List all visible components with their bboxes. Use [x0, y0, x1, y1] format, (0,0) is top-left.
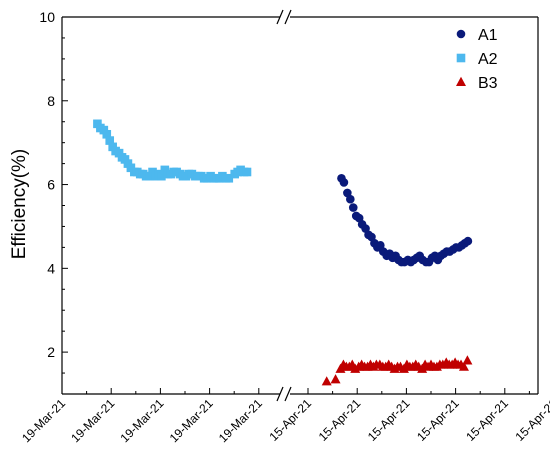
x-tick-label: 19-Mar-21: [68, 396, 117, 445]
legend-label-b3: B3: [478, 75, 498, 92]
legend-label-a1: A1: [478, 27, 498, 44]
x-axis: 19-Mar-21 19-Mar-21 19-Mar-21 19-Mar-21 19-M…: [19, 388, 550, 445]
data-point-a2: [157, 171, 166, 181]
y-axis: 2 4 6 8 10: [39, 9, 68, 374]
data-point-a2: [105, 136, 115, 145]
x-tick-label: 15-Apr-21: [463, 396, 511, 444]
data-series: [93, 119, 473, 386]
data-point-b3: [458, 361, 469, 371]
data-point-a1: [463, 236, 473, 246]
plot-frame: [61, 9, 539, 402]
x-tick-label: 15-Apr-21: [414, 396, 462, 444]
x-tick-label: 19-Mar-21: [167, 396, 216, 445]
axis-break-mark: [284, 9, 292, 25]
data-point-a2: [102, 129, 112, 139]
data-point-a2: [224, 173, 234, 183]
y-tick-label: 8: [47, 93, 55, 109]
legend-label-a2: A2: [478, 51, 498, 68]
series-a1: [337, 173, 473, 267]
series-b3: [321, 355, 473, 386]
axis-break-mark: [284, 386, 292, 402]
x-tick-label: 15-Apr-21: [365, 396, 413, 444]
x-tick-label: 19-Mar-21: [19, 396, 68, 445]
data-point-b3: [321, 376, 332, 386]
x-tick-label: 15-Apr-21: [512, 396, 550, 444]
data-point-a1: [339, 178, 349, 187]
data-point-a1: [348, 203, 358, 212]
y-tick-label: 4: [47, 260, 55, 276]
x-tick-label: 19-Mar-21: [117, 396, 166, 445]
legend-marker-a2: [456, 53, 466, 63]
y-tick-label: 2: [47, 344, 55, 360]
data-point-a1: [346, 194, 355, 204]
axis-break-mark: [276, 9, 284, 25]
legend-marker-a1: [456, 29, 466, 39]
y-tick-label: 10: [39, 9, 55, 25]
x-tick-label: 15-Apr-21: [266, 396, 314, 444]
series-a2: [93, 119, 252, 183]
data-point-a2: [242, 167, 252, 177]
data-point-b3: [462, 355, 473, 365]
legend-marker-b3: [456, 76, 466, 86]
legend: A1 A2 B3: [456, 27, 498, 92]
data-point-b3: [330, 374, 341, 384]
y-axis-label: Efficiency(%): [9, 149, 30, 260]
x-tick-label: 19-Mar-21: [216, 396, 265, 445]
axis-break-mark: [276, 386, 284, 402]
y-tick-label: 6: [47, 177, 55, 193]
x-tick-label: 15-Apr-21: [316, 396, 364, 444]
